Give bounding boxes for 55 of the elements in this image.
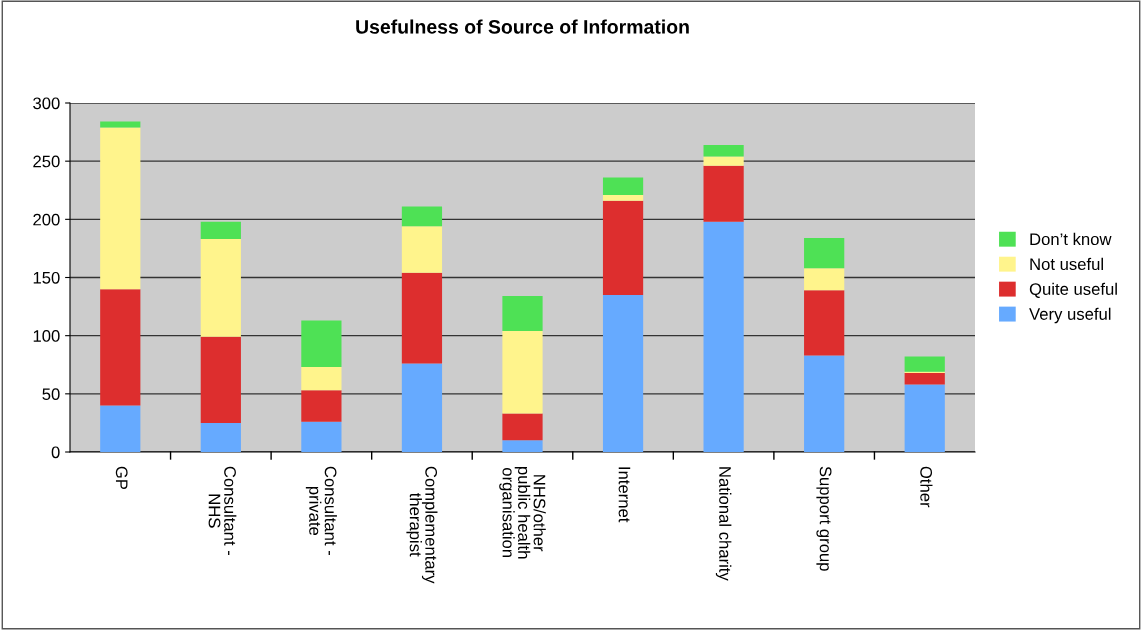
bar bbox=[904, 372, 945, 385]
bar bbox=[703, 144, 744, 157]
y-tick-label: 100 bbox=[33, 330, 60, 342]
bar bbox=[502, 413, 543, 441]
bar bbox=[401, 272, 443, 364]
x-tick-label: Consultant - NHS bbox=[208, 466, 237, 556]
bar bbox=[301, 367, 342, 391]
bar bbox=[401, 363, 443, 452]
bar bbox=[200, 221, 241, 240]
x-tick-label: Support group bbox=[816, 466, 832, 571]
bar bbox=[502, 440, 543, 452]
x-tick-label: NHS/other public health organisation bbox=[499, 466, 546, 559]
y-tick-label: 50 bbox=[42, 388, 60, 401]
bar bbox=[602, 294, 644, 452]
bar bbox=[602, 177, 644, 195]
bar bbox=[200, 239, 241, 337]
legend-label: Don’t know bbox=[1030, 232, 1112, 246]
bar bbox=[502, 296, 543, 332]
x-tick-label: Internet bbox=[618, 467, 631, 523]
bar bbox=[904, 384, 945, 452]
bar bbox=[100, 289, 141, 406]
y-tick-label: 300 bbox=[33, 97, 60, 110]
bar bbox=[502, 331, 543, 414]
bar bbox=[100, 405, 141, 452]
bar bbox=[904, 356, 945, 372]
bar bbox=[200, 422, 241, 452]
bar bbox=[703, 156, 744, 166]
legend-label: Not useful bbox=[1030, 257, 1103, 271]
bar bbox=[804, 237, 845, 269]
legend-label: Quite useful bbox=[1029, 282, 1117, 298]
bar bbox=[602, 200, 644, 295]
bar bbox=[602, 194, 644, 201]
bar bbox=[804, 355, 845, 452]
bar bbox=[301, 421, 342, 452]
bar bbox=[804, 290, 845, 356]
y-tick-label: 150 bbox=[33, 271, 60, 284]
y-tick-label: 250 bbox=[33, 155, 60, 168]
y-tick-label: 200 bbox=[33, 213, 60, 226]
x-tick-label: GP bbox=[115, 466, 128, 490]
legend-label: Very useful bbox=[1029, 307, 1111, 324]
x-tick-label: Consultant - private bbox=[305, 466, 337, 556]
x-tick-label: Other bbox=[920, 466, 933, 508]
bar bbox=[401, 226, 443, 273]
bar bbox=[804, 268, 845, 291]
bar bbox=[703, 165, 744, 222]
chart-title: Usefulness of Source of Information bbox=[356, 19, 689, 34]
bar bbox=[100, 127, 141, 290]
bar bbox=[401, 206, 443, 227]
x-tick-label: National charity bbox=[715, 467, 732, 581]
bar bbox=[200, 336, 241, 423]
bar bbox=[301, 390, 342, 422]
bar bbox=[301, 320, 342, 368]
bar bbox=[703, 221, 744, 452]
x-tick-label: Complementary therapist bbox=[406, 466, 438, 584]
y-tick-label: 0 bbox=[51, 446, 60, 459]
